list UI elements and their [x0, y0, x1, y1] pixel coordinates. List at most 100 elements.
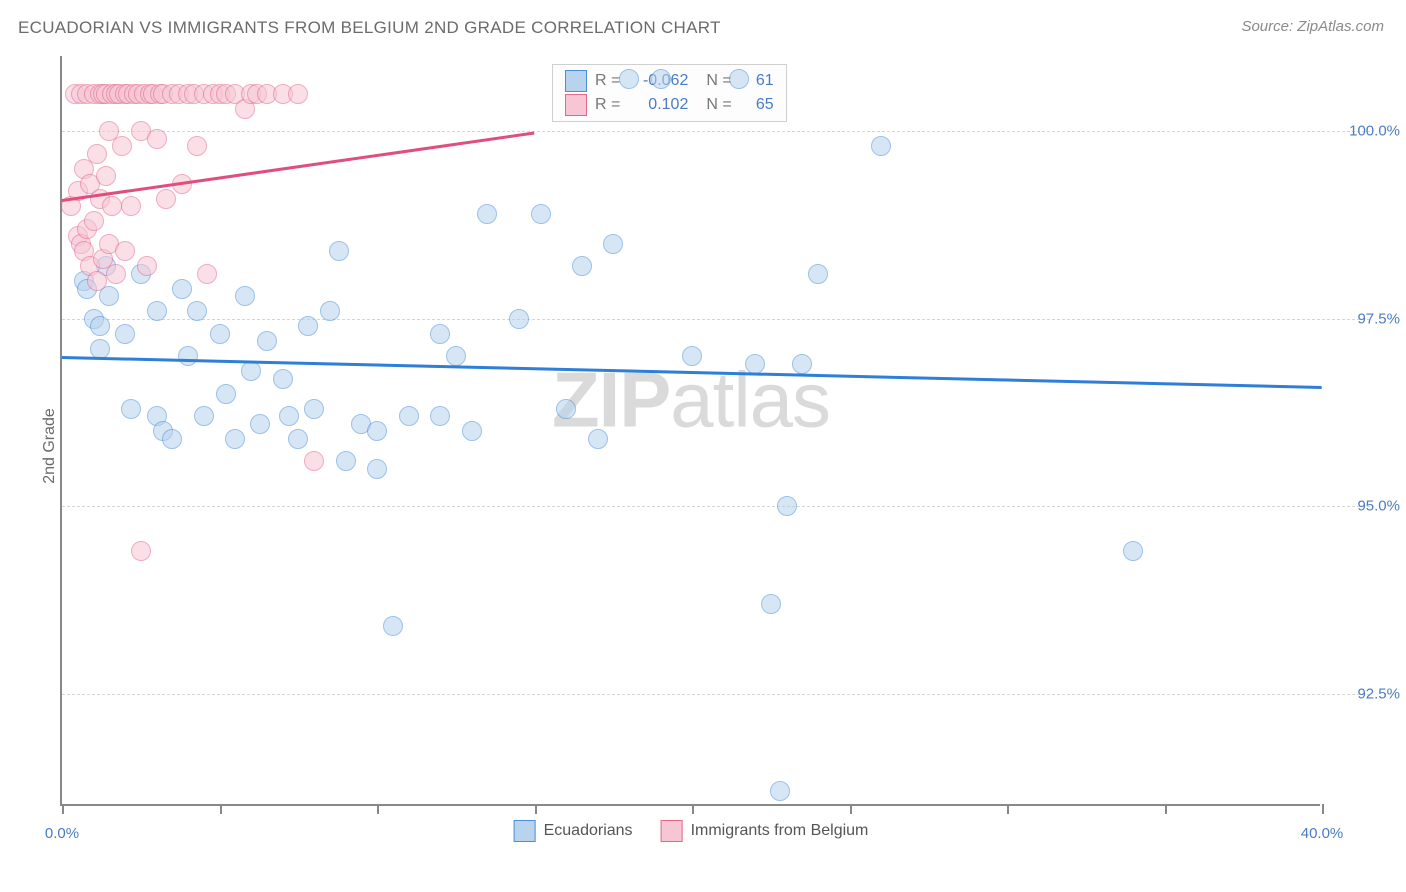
scatter-point: [250, 414, 270, 434]
y-axis-label: 2nd Grade: [41, 408, 59, 484]
legend-label: Immigrants from Belgium: [691, 822, 869, 840]
scatter-point: [84, 211, 104, 231]
scatter-point: [367, 421, 387, 441]
trend-line: [62, 131, 535, 201]
scatter-point: [367, 459, 387, 479]
gridline-h: [62, 131, 1370, 132]
legend-swatch: [565, 70, 587, 92]
scatter-point: [216, 384, 236, 404]
legend-label: Ecuadorians: [544, 822, 633, 840]
legend-item: Ecuadorians: [514, 820, 633, 842]
legend-row: R = 0.102 N = 65: [565, 93, 774, 117]
scatter-point: [572, 256, 592, 276]
scatter-point: [178, 346, 198, 366]
r-value: 0.102: [628, 96, 688, 114]
scatter-point: [121, 399, 141, 419]
x-tick: [692, 804, 694, 814]
scatter-point: [761, 594, 781, 614]
legend-swatch: [661, 820, 683, 842]
legend-swatch: [514, 820, 536, 842]
x-tick: [850, 804, 852, 814]
scatter-point: [90, 339, 110, 359]
x-tick: [377, 804, 379, 814]
scatter-point: [329, 241, 349, 261]
scatter-point: [603, 234, 623, 254]
chart-title: ECUADORIAN VS IMMIGRANTS FROM BELGIUM 2N…: [18, 18, 1388, 38]
gridline-h: [62, 694, 1370, 695]
scatter-point: [87, 144, 107, 164]
scatter-point: [147, 129, 167, 149]
n-value: 65: [740, 96, 774, 114]
x-tick: [1322, 804, 1324, 814]
scatter-point: [156, 189, 176, 209]
y-tick-label: 95.0%: [1357, 498, 1400, 515]
scatter-point: [288, 429, 308, 449]
scatter-point: [235, 286, 255, 306]
legend-swatch: [565, 94, 587, 116]
scatter-point: [115, 241, 135, 261]
scatter-point: [147, 301, 167, 321]
y-tick-label: 97.5%: [1357, 310, 1400, 327]
y-tick-label: 92.5%: [1357, 685, 1400, 702]
scatter-point: [102, 196, 122, 216]
scatter-point: [808, 264, 828, 284]
gridline-h: [62, 506, 1370, 507]
x-tick: [62, 804, 64, 814]
x-tick: [535, 804, 537, 814]
scatter-point: [121, 196, 141, 216]
scatter-point: [792, 354, 812, 374]
x-tick-label: 0.0%: [45, 825, 79, 842]
scatter-point: [106, 264, 126, 284]
scatter-point: [112, 136, 132, 156]
scatter-point: [279, 406, 299, 426]
scatter-point: [162, 429, 182, 449]
scatter-point: [187, 301, 207, 321]
scatter-point: [187, 136, 207, 156]
scatter-point: [588, 429, 608, 449]
scatter-point: [320, 301, 340, 321]
scatter-point: [225, 429, 245, 449]
gridline-h: [62, 319, 1370, 320]
scatter-point: [430, 324, 450, 344]
series-legend: Ecuadorians Immigrants from Belgium: [514, 820, 869, 842]
scatter-point: [446, 346, 466, 366]
scatter-point: [304, 451, 324, 471]
scatter-point: [556, 399, 576, 419]
scatter-point: [619, 69, 639, 89]
y-tick-label: 100.0%: [1349, 123, 1400, 140]
source-attribution: Source: ZipAtlas.com: [1241, 18, 1384, 35]
scatter-point: [273, 369, 293, 389]
scatter-point: [651, 69, 671, 89]
scatter-point: [336, 451, 356, 471]
scatter-point: [462, 421, 482, 441]
x-tick: [1165, 804, 1167, 814]
x-tick: [1007, 804, 1009, 814]
x-tick: [220, 804, 222, 814]
scatter-point: [90, 316, 110, 336]
scatter-point: [172, 279, 192, 299]
scatter-point: [777, 496, 797, 516]
scatter-point: [288, 84, 308, 104]
scatter-point: [298, 316, 318, 336]
scatter-point: [509, 309, 529, 329]
scatter-point: [197, 264, 217, 284]
scatter-point: [477, 204, 497, 224]
scatter-point: [745, 354, 765, 374]
scatter-point: [257, 331, 277, 351]
scatter-point: [210, 324, 230, 344]
scatter-point: [770, 781, 790, 801]
scatter-point: [871, 136, 891, 156]
n-label: N =: [706, 96, 731, 114]
scatter-point: [137, 256, 157, 276]
scatter-point: [531, 204, 551, 224]
scatter-point: [682, 346, 702, 366]
scatter-point: [87, 271, 107, 291]
x-tick-label: 40.0%: [1301, 825, 1344, 842]
scatter-point: [729, 69, 749, 89]
r-label: R =: [595, 96, 620, 114]
scatter-point: [399, 406, 419, 426]
r-label: R =: [595, 72, 620, 90]
scatter-point: [131, 541, 151, 561]
scatter-point: [96, 166, 116, 186]
scatter-point: [430, 406, 450, 426]
